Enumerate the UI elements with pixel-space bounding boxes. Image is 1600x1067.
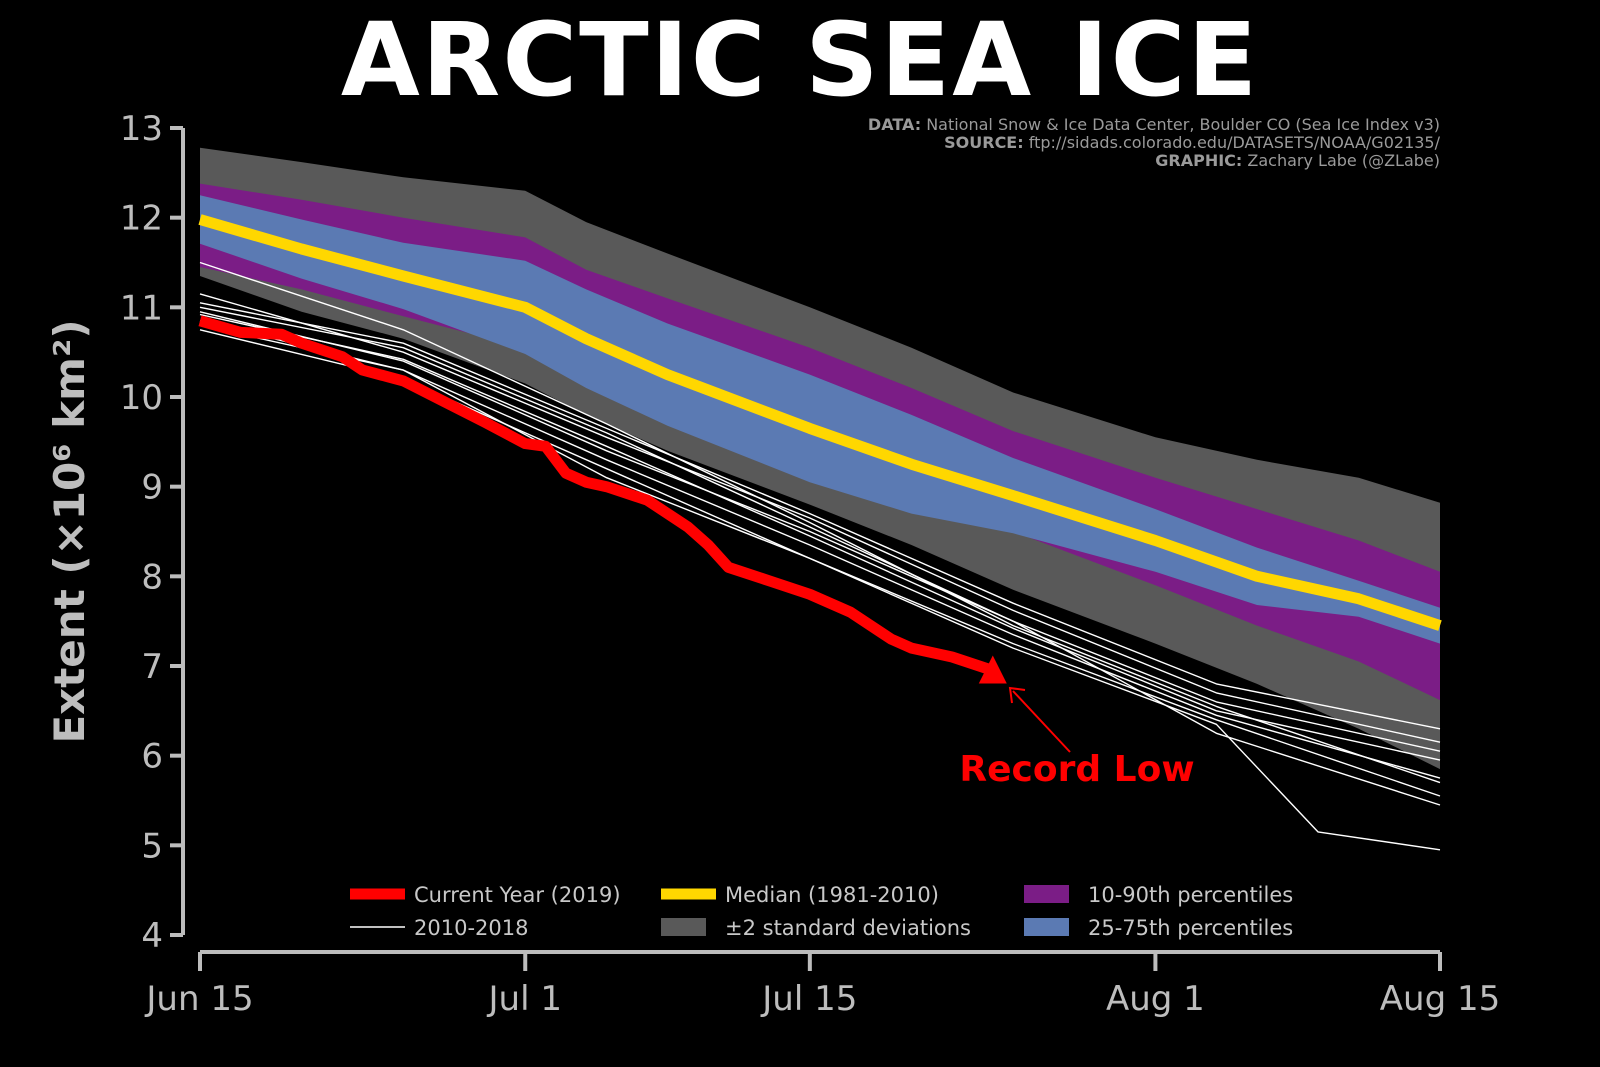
record-low-arrow-shaft bbox=[1012, 690, 1071, 753]
recent-year-line-4 bbox=[199, 293, 1441, 743]
y-tick-label-6: 6 bbox=[141, 737, 163, 777]
current-year-end-marker bbox=[978, 655, 1007, 684]
chart-title: ARCTIC SEA ICE bbox=[340, 1, 1260, 120]
recent-year-line-8 bbox=[199, 302, 1441, 730]
y-tick-label-10: 10 bbox=[120, 378, 163, 418]
y-axis-label: Extent (×10⁶ km²) bbox=[45, 319, 94, 743]
recent-year-line-1 bbox=[199, 306, 1441, 752]
y-tick-label-8: 8 bbox=[141, 557, 163, 597]
median-line bbox=[198, 214, 1442, 631]
legend: Current Year (2019) 2010-2018 Median (1981… bbox=[350, 883, 1293, 940]
recent-year-line-6 bbox=[199, 311, 1441, 806]
recent-year-line-7 bbox=[199, 320, 1441, 851]
x-tick-label-3: Aug 1 bbox=[1106, 979, 1205, 1019]
legend-swatch-4 bbox=[1024, 885, 1069, 903]
credit-data-label: DATA: bbox=[867, 115, 922, 134]
credit-source-text: ftp://sidads.colorado.edu/DATASETS/NOAA/… bbox=[1028, 133, 1440, 152]
current-year-layer bbox=[198, 315, 1007, 684]
credit-source-label: SOURCE: bbox=[944, 133, 1024, 152]
y-tick-label-4: 4 bbox=[141, 916, 163, 956]
axes-layer: 4 5 6 7 8 9 10 11 12 13 Jun 15 Jul 1 Jul 15 Aug 1 Aug … bbox=[45, 109, 1500, 1019]
credit-data-text: National Snow & Ice Data Center, Boulder… bbox=[926, 115, 1440, 134]
y-tick-label-11: 11 bbox=[120, 288, 163, 328]
x-tick-label-1: Jul 1 bbox=[487, 979, 562, 1019]
record-low-arrow-head bbox=[1008, 686, 1026, 704]
record-low-annotation: Record Low bbox=[959, 749, 1194, 790]
y-tick-label-13: 13 bbox=[120, 109, 163, 149]
y-tick-label-7: 7 bbox=[141, 647, 163, 687]
credit-graphic-text: Zachary Labe (@ZLabe) bbox=[1247, 151, 1440, 170]
current-year-line bbox=[198, 315, 995, 676]
band-layer bbox=[200, 147, 1440, 770]
credits-block: DATA: National Snow & Ice Data Center, B… bbox=[868, 116, 1440, 170]
legend-label-5: 25-75th percentiles bbox=[1088, 916, 1293, 940]
credit-source: SOURCE: ftp://sidads.colorado.edu/DATASE… bbox=[868, 134, 1440, 152]
y-tick-label-12: 12 bbox=[120, 199, 163, 239]
y-tick-label-5: 5 bbox=[141, 826, 163, 866]
credit-data: DATA: National Snow & Ice Data Center, B… bbox=[868, 116, 1440, 134]
x-tick-label-2: Jul 15 bbox=[760, 979, 857, 1019]
annotation-layer: Record Low bbox=[959, 686, 1195, 790]
legend-swatch-5 bbox=[1024, 918, 1069, 936]
legend-label-1: 2010-2018 bbox=[414, 916, 528, 940]
legend-swatch-3 bbox=[661, 918, 706, 936]
x-tick-label-0: Jun 15 bbox=[144, 979, 253, 1019]
legend-label-3: ±2 standard deviations bbox=[725, 916, 971, 940]
credit-graphic-label: GRAPHIC: bbox=[1155, 151, 1243, 170]
median-layer bbox=[198, 214, 1442, 631]
y-tick-label-9: 9 bbox=[141, 468, 163, 508]
credit-graphic: GRAPHIC: Zachary Labe (@ZLabe) bbox=[868, 152, 1440, 170]
legend-label-0: Current Year (2019) bbox=[414, 883, 621, 907]
recent-year-line-2 bbox=[199, 313, 1441, 761]
x-tick-label-4: Aug 15 bbox=[1380, 979, 1500, 1019]
recent-year-line-9 bbox=[199, 261, 1441, 784]
legend-label-2: Median (1981-2010) bbox=[725, 883, 939, 907]
legend-label-4: 10-90th percentiles bbox=[1088, 883, 1293, 907]
